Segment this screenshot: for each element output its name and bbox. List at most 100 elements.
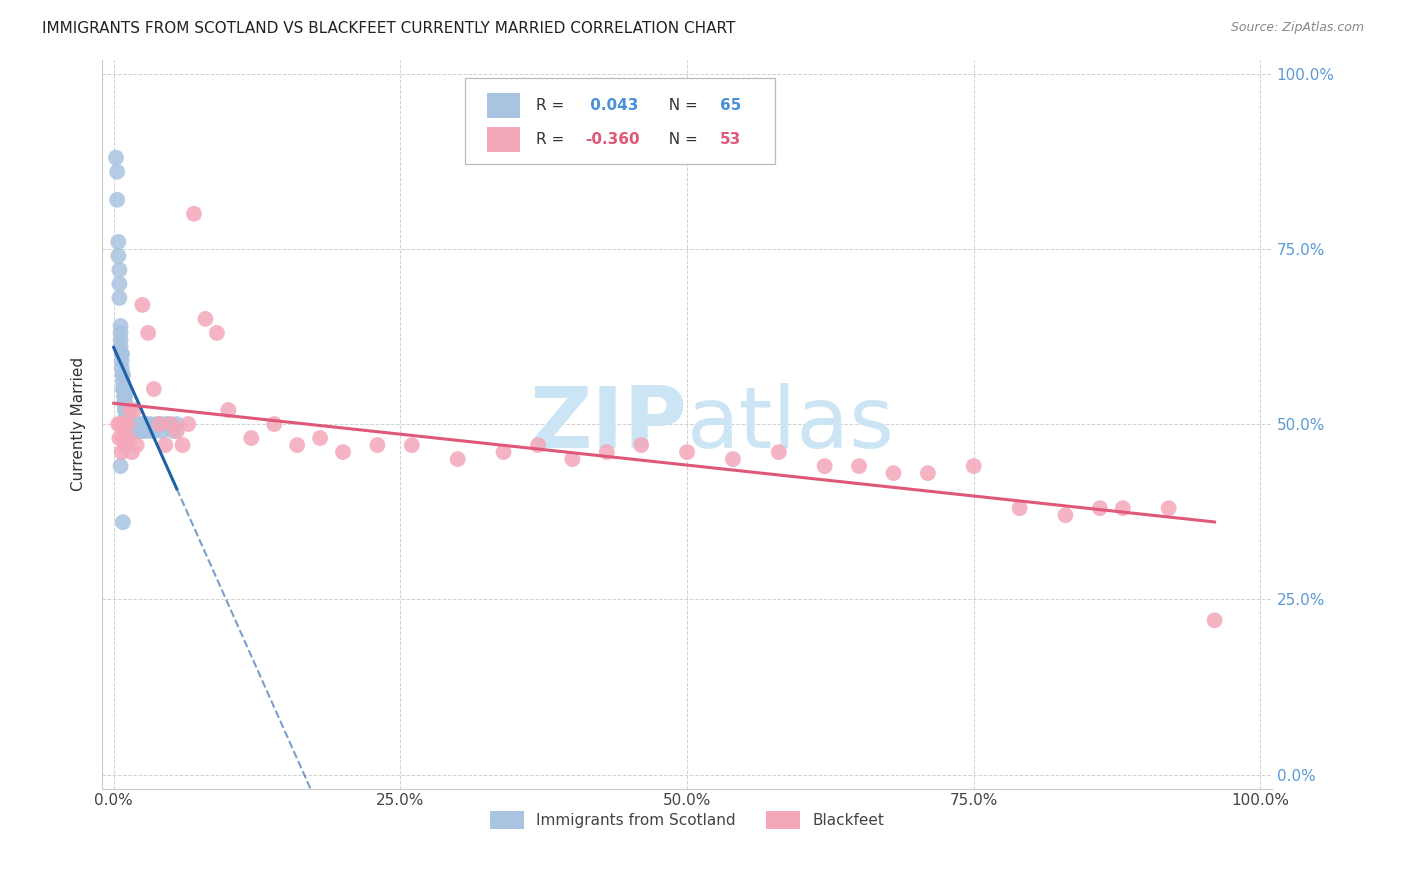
Point: [194, 312, 217, 326]
Point: [136, 326, 159, 340]
Point: [136, 424, 159, 438]
Legend: Immigrants from Scotland, Blackfeet: Immigrants from Scotland, Blackfeet: [484, 805, 890, 836]
Point: [111, 347, 134, 361]
Point: [157, 417, 180, 431]
Point: [263, 417, 285, 431]
Point: [114, 389, 136, 403]
Text: Source: ZipAtlas.com: Source: ZipAtlas.com: [1230, 21, 1364, 34]
Point: [125, 424, 148, 438]
Point: [114, 396, 136, 410]
Point: [139, 417, 162, 431]
Point: [162, 424, 184, 438]
Point: [112, 382, 135, 396]
Point: [110, 318, 132, 333]
Point: [118, 424, 141, 438]
Point: [150, 424, 173, 438]
Point: [768, 445, 790, 459]
Point: [121, 424, 143, 438]
Point: [108, 291, 131, 305]
Point: [114, 438, 136, 452]
Point: [1008, 501, 1031, 516]
Point: [217, 403, 239, 417]
Point: [240, 431, 263, 445]
Point: [117, 417, 139, 431]
Point: [112, 396, 135, 410]
Point: [107, 235, 129, 249]
Point: [121, 445, 143, 459]
Point: [108, 263, 131, 277]
Point: [142, 382, 165, 396]
Text: 65: 65: [720, 98, 741, 113]
Point: [115, 410, 138, 425]
Point: [111, 445, 134, 459]
Point: [1204, 613, 1226, 627]
Point: [110, 326, 132, 340]
Y-axis label: Currently Married: Currently Married: [72, 357, 86, 491]
Point: [115, 410, 138, 425]
Point: [917, 466, 939, 480]
Point: [111, 368, 134, 382]
Point: [124, 424, 146, 438]
Point: [111, 515, 134, 529]
FancyBboxPatch shape: [486, 128, 520, 153]
Point: [117, 417, 139, 431]
Point: [110, 340, 132, 354]
Text: atlas: atlas: [688, 383, 896, 466]
Point: [117, 417, 139, 431]
Point: [104, 151, 127, 165]
Point: [561, 452, 583, 467]
Point: [125, 438, 148, 452]
Text: N =: N =: [659, 132, 703, 147]
Point: [111, 354, 134, 368]
Point: [676, 445, 699, 459]
Point: [114, 396, 136, 410]
Point: [122, 424, 145, 438]
Text: R =: R =: [536, 132, 569, 147]
Point: [285, 438, 308, 452]
Point: [110, 459, 132, 474]
Point: [105, 193, 128, 207]
Point: [142, 424, 165, 438]
Text: IMMIGRANTS FROM SCOTLAND VS BLACKFEET CURRENTLY MARRIED CORRELATION CHART: IMMIGRANTS FROM SCOTLAND VS BLACKFEET CU…: [42, 21, 735, 36]
Point: [596, 445, 619, 459]
Point: [124, 424, 146, 438]
Point: [118, 417, 141, 431]
Point: [112, 389, 135, 403]
Point: [128, 417, 150, 431]
Point: [177, 417, 200, 431]
Point: [108, 431, 131, 445]
Point: [401, 438, 423, 452]
Point: [127, 424, 149, 438]
Point: [309, 431, 332, 445]
Point: [1054, 508, 1077, 523]
Point: [112, 382, 135, 396]
Point: [135, 417, 157, 431]
Point: [155, 417, 177, 431]
Point: [205, 326, 228, 340]
Point: [112, 417, 135, 431]
Point: [131, 298, 153, 312]
Point: [183, 207, 205, 221]
Text: ZIP: ZIP: [529, 383, 688, 466]
Point: [110, 333, 132, 347]
Point: [155, 438, 177, 452]
Point: [117, 410, 139, 425]
Point: [110, 417, 132, 431]
Point: [160, 417, 183, 431]
FancyBboxPatch shape: [465, 78, 775, 164]
Point: [120, 424, 142, 438]
Point: [117, 431, 139, 445]
Text: N =: N =: [659, 98, 703, 113]
FancyBboxPatch shape: [486, 93, 520, 118]
Text: -0.360: -0.360: [585, 132, 640, 147]
Point: [107, 417, 129, 431]
Point: [105, 165, 128, 179]
Point: [131, 417, 153, 431]
Point: [1112, 501, 1135, 516]
Point: [146, 417, 169, 431]
Point: [107, 249, 129, 263]
Point: [129, 424, 152, 438]
Point: [366, 438, 388, 452]
Point: [1088, 501, 1111, 516]
Point: [117, 417, 139, 431]
